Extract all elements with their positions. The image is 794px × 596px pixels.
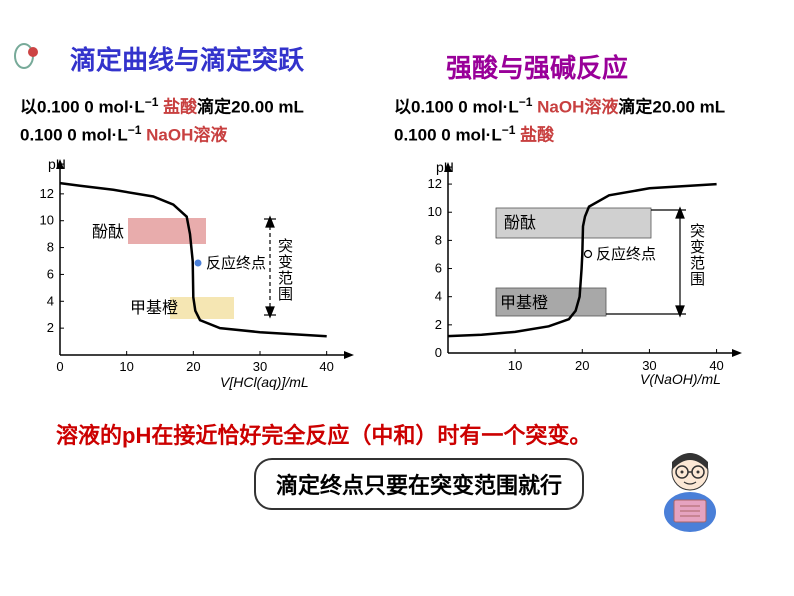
- text-naoh: NaOH溶液: [537, 98, 618, 117]
- methyl-label: 甲基橙: [500, 294, 548, 312]
- text-hcl: 盐酸: [520, 126, 554, 145]
- text: 滴定20.00 mL: [197, 98, 304, 117]
- xlabel: V(NaOH)/mL: [640, 371, 721, 387]
- ylabel: pH: [436, 159, 454, 175]
- svg-text:4: 4: [47, 293, 54, 308]
- phenol-label: 酚酞: [504, 214, 536, 232]
- desc-right: 以0.100 0 mol·L−1 NaOH溶液滴定20.00 mL 0.100 …: [394, 93, 725, 149]
- sup: −1: [502, 123, 516, 137]
- svg-text:10: 10: [40, 213, 54, 228]
- teacher-icon: [650, 442, 730, 532]
- svg-text:20: 20: [575, 358, 589, 373]
- svg-text:8: 8: [47, 240, 54, 255]
- title-left: 滴定曲线与滴定突跃: [70, 40, 304, 77]
- text-hcl: 盐酸: [163, 98, 197, 117]
- svg-text:12: 12: [40, 186, 54, 201]
- titration-chart-left: pH 酚酞 甲基橙 反应终点 突变范围 V[HCl(aq)]/mL 2 4 6 8 10…: [20, 155, 380, 390]
- phenol-label: 酚酞: [92, 223, 124, 241]
- svg-text:4: 4: [435, 289, 442, 304]
- svg-text:10: 10: [428, 204, 442, 219]
- svg-text:2: 2: [47, 320, 54, 335]
- endpoint-label: 反应终点: [596, 245, 656, 263]
- jump-label: 突变范围: [278, 238, 293, 303]
- bullet-icon: [14, 42, 42, 70]
- title-right: 强酸与强碱反应: [446, 48, 628, 85]
- methyl-label: 甲基橙: [130, 299, 178, 317]
- desc-left: 以0.100 0 mol·L−1 盐酸滴定20.00 mL 0.100 0 mo…: [20, 93, 304, 149]
- jump-label: 突变范围: [690, 223, 705, 288]
- titration-chart-right: pH 酚酞 甲基橙 反应终点 突变范围 V(NaOH)/mL 0 2 4 6 8 10 12…: [400, 158, 770, 388]
- svg-text:30: 30: [642, 358, 656, 373]
- svg-text:6: 6: [435, 261, 442, 276]
- text: 0.100 0 mol·L: [20, 126, 128, 145]
- svg-text:20: 20: [186, 359, 200, 374]
- note-box: 滴定终点只要在突变范围就行: [254, 458, 584, 510]
- svg-text:6: 6: [47, 266, 54, 281]
- svg-text:40: 40: [319, 359, 333, 374]
- sup: −1: [519, 95, 533, 109]
- svg-text:10: 10: [119, 359, 133, 374]
- ylabel: pH: [48, 156, 66, 172]
- svg-text:0: 0: [56, 359, 63, 374]
- text: 滴定20.00 mL: [618, 98, 725, 117]
- svg-text:12: 12: [428, 176, 442, 191]
- svg-text:30: 30: [253, 359, 267, 374]
- svg-text:0: 0: [435, 345, 442, 360]
- svg-text:8: 8: [435, 232, 442, 247]
- svg-text:40: 40: [709, 358, 723, 373]
- sup: −1: [145, 95, 159, 109]
- conclusion-text: 溶液的pH在接近恰好完全反应（中和）时有一个突变。: [56, 418, 591, 450]
- text: 0.100 0 mol·L: [394, 126, 502, 145]
- text: 以0.100 0 mol·L: [394, 98, 519, 117]
- endpoint-label: 反应终点: [206, 254, 266, 272]
- text: 以0.100 0 mol·L: [20, 98, 145, 117]
- text-naoh: NaOH溶液: [146, 126, 227, 145]
- svg-text:2: 2: [435, 317, 442, 332]
- sup: −1: [128, 123, 142, 137]
- svg-text:10: 10: [508, 358, 522, 373]
- xlabel: V[HCl(aq)]/mL: [220, 374, 309, 390]
